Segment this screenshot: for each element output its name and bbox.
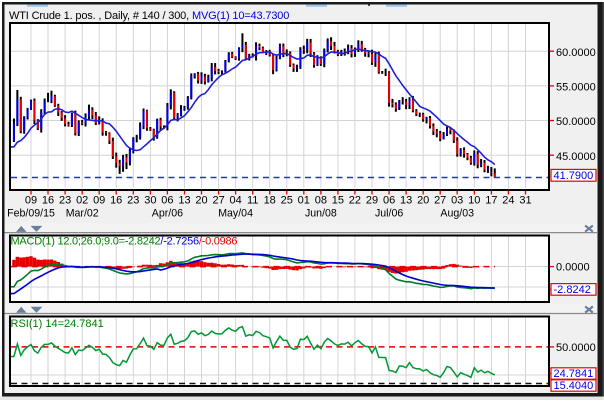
svg-text:Aug/03: Aug/03	[440, 208, 474, 220]
svg-text:02: 02	[76, 195, 88, 207]
svg-text:06: 06	[161, 195, 173, 207]
svg-text:11: 11	[247, 195, 258, 207]
svg-text:27: 27	[212, 195, 224, 207]
svg-text:50.0000: 50.0000	[556, 116, 596, 128]
svg-text:Jul/06: Jul/06	[375, 208, 403, 220]
svg-text:27: 27	[434, 195, 446, 207]
svg-text:31: 31	[519, 195, 531, 207]
svg-text:13: 13	[400, 195, 412, 207]
svg-text:0.0000: 0.0000	[556, 262, 590, 274]
svg-text:WTI Crude 1. pos. , Daily, # 1: WTI Crude 1. pos. , Daily, # 140 / 300, …	[9, 10, 289, 22]
svg-text:18: 18	[264, 195, 276, 207]
svg-text:09: 09	[25, 195, 37, 207]
svg-text:22: 22	[349, 195, 361, 207]
svg-text:20: 20	[417, 195, 429, 207]
svg-text:23: 23	[127, 195, 139, 207]
svg-text:29: 29	[366, 195, 378, 207]
svg-text:MACD(1) 12.0;26.0;9.0=-2.8242/: MACD(1) 12.0;26.0;9.0=-2.8242/-2.7256/-0…	[11, 236, 238, 248]
svg-text:45.0000: 45.0000	[556, 151, 596, 163]
svg-text:01: 01	[298, 195, 310, 207]
svg-text:30: 30	[144, 195, 156, 207]
svg-text:60.0000: 60.0000	[556, 47, 596, 59]
svg-text:09: 09	[93, 195, 105, 207]
svg-text:10: 10	[468, 195, 480, 207]
svg-text:Feb/09/15: Feb/09/15	[7, 208, 55, 220]
svg-text:16: 16	[42, 195, 54, 207]
svg-text:May/04: May/04	[218, 208, 253, 220]
svg-text:RSI(1) 14=24.7841: RSI(1) 14=24.7841	[11, 318, 104, 330]
svg-text:06: 06	[383, 195, 395, 207]
svg-text:20: 20	[195, 195, 207, 207]
svg-text:Jun/08: Jun/08	[305, 208, 337, 220]
svg-text:Mar/02: Mar/02	[66, 208, 99, 220]
svg-text:03: 03	[451, 195, 463, 207]
svg-text:17: 17	[485, 195, 497, 207]
svg-text:24: 24	[502, 195, 514, 207]
svg-text:-2.8242: -2.8242	[554, 284, 591, 296]
svg-text:50.0000: 50.0000	[556, 342, 596, 354]
svg-text:16: 16	[110, 195, 122, 207]
svg-text:24.7841: 24.7841	[554, 368, 594, 380]
svg-text:15.4040: 15.4040	[554, 380, 594, 392]
svg-text:15: 15	[332, 195, 344, 207]
svg-text:13: 13	[178, 195, 190, 207]
svg-text:08: 08	[315, 195, 327, 207]
svg-text:23: 23	[59, 195, 71, 207]
svg-text:Apr/06: Apr/06	[152, 208, 183, 220]
svg-text:25: 25	[281, 195, 293, 207]
svg-text:55.0000: 55.0000	[556, 82, 596, 94]
svg-text:04: 04	[229, 195, 241, 207]
svg-text:41.7900: 41.7900	[554, 170, 594, 182]
